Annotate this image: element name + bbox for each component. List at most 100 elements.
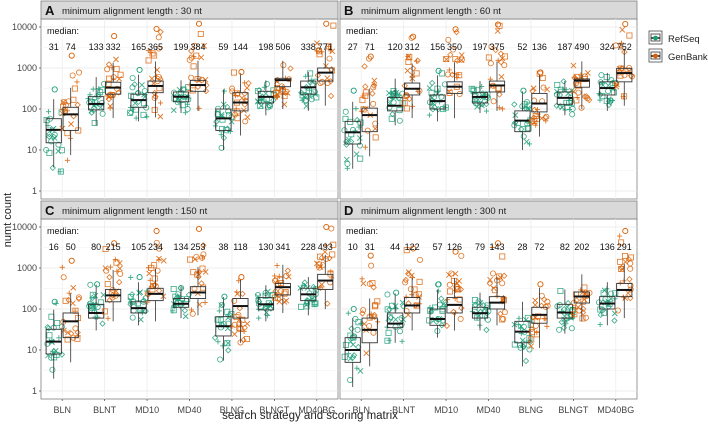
data-point-genbank: [65, 329, 71, 336]
data-point-refseq: [218, 132, 224, 138]
data-point-genbank: [370, 100, 377, 107]
data-point-genbank: [62, 297, 69, 304]
outlier-point: [153, 227, 160, 235]
data-point-genbank: [403, 247, 410, 254]
data-point-genbank: [458, 56, 465, 63]
data-point-genbank: [64, 157, 71, 163]
data-point-genbank: [369, 90, 376, 97]
data-point-genbank: [74, 79, 80, 85]
data-point-refseq: [98, 99, 105, 106]
box-genbank-md10: 234: [144, 227, 167, 322]
data-point-refseq: [218, 301, 225, 308]
data-point-genbank: [363, 350, 370, 357]
data-point-genbank: [155, 73, 162, 80]
box-refseq-blng: 52: [511, 42, 533, 150]
data-point-genbank: [192, 256, 198, 263]
data-point-refseq: [308, 96, 315, 103]
data-point-genbank: [530, 85, 537, 92]
data-point-refseq: [219, 126, 226, 133]
data-point-refseq: [128, 274, 134, 280]
median-label: 28: [517, 242, 527, 252]
median-label: 324: [600, 42, 615, 52]
data-point-genbank: [318, 281, 325, 288]
data-point-genbank: [409, 65, 417, 72]
data-point-genbank: [403, 308, 410, 315]
median-label: 215: [106, 242, 121, 252]
data-point-genbank: [116, 279, 123, 286]
data-point-genbank: [60, 274, 67, 281]
median-label: 291: [617, 242, 632, 252]
data-point-genbank: [327, 92, 335, 100]
median-label: 197: [472, 42, 487, 52]
data-point-genbank: [534, 329, 540, 336]
outlier-point: [350, 305, 357, 313]
data-point-refseq: [172, 293, 179, 300]
data-point-refseq: [225, 314, 232, 321]
data-point-genbank: [234, 108, 241, 115]
data-point-genbank: [496, 91, 503, 98]
data-point-genbank: [116, 265, 123, 272]
data-point-genbank: [371, 313, 378, 321]
data-point-genbank: [145, 265, 152, 271]
median-label: 126: [447, 242, 462, 252]
data-point-refseq: [557, 287, 564, 294]
data-point-refseq: [522, 357, 530, 365]
median-label: 144: [233, 42, 248, 52]
data-point-genbank: [195, 270, 202, 276]
y-tick-label: 1000: [17, 63, 37, 73]
outlier-point: [367, 53, 374, 60]
data-point-genbank: [235, 311, 242, 318]
x-tick-label: BLN: [53, 405, 71, 415]
data-point-genbank: [369, 280, 376, 287]
data-point-genbank: [452, 295, 458, 302]
y-tick-label: 10: [27, 345, 37, 355]
data-point-genbank: [324, 75, 331, 82]
data-point-genbank: [107, 264, 114, 270]
box-genbank-blnt: 332: [104, 33, 124, 119]
box-genbank-blngt: 341: [271, 242, 292, 313]
data-point-refseq: [397, 328, 404, 335]
data-point-refseq: [313, 94, 320, 101]
data-point-genbank: [69, 72, 76, 79]
data-point-genbank: [447, 51, 454, 58]
data-point-refseq: [483, 326, 490, 334]
data-point-genbank: [627, 294, 634, 302]
outlier-point: [452, 26, 459, 33]
data-point-genbank: [408, 34, 415, 41]
data-point-genbank: [575, 89, 582, 96]
box-genbank-blng: 144: [229, 42, 252, 136]
data-point-refseq: [517, 344, 524, 351]
data-point-refseq: [521, 340, 528, 347]
data-point-genbank: [149, 286, 156, 293]
data-point-genbank: [202, 269, 209, 275]
box-refseq-blnt: 44: [384, 242, 407, 344]
data-point-genbank: [322, 248, 328, 255]
data-point-refseq: [516, 315, 522, 321]
data-point-genbank: [402, 279, 409, 286]
median-header: median:: [346, 226, 378, 236]
data-point-refseq: [49, 164, 56, 172]
data-point-genbank: [574, 94, 580, 101]
data-point-genbank: [330, 22, 337, 29]
data-point-refseq: [385, 329, 392, 336]
data-point-genbank: [359, 276, 365, 282]
data-point-genbank: [614, 307, 621, 314]
median-label: 31: [365, 242, 375, 252]
data-point-genbank: [585, 96, 593, 104]
data-point-refseq: [215, 339, 221, 345]
x-tick-label: BLNGT: [558, 405, 589, 415]
box-refseq-blnt: 133: [85, 42, 108, 127]
data-point-genbank: [64, 336, 71, 343]
data-point-genbank: [570, 88, 577, 95]
data-point-genbank: [326, 255, 333, 262]
outlier-point: [435, 67, 442, 74]
data-point-refseq: [86, 303, 93, 310]
data-point-refseq: [566, 99, 573, 106]
data-point-refseq: [475, 298, 482, 305]
data-point-genbank: [149, 75, 155, 82]
data-point-refseq: [342, 341, 349, 348]
data-point-refseq: [428, 309, 434, 315]
median-label: 57: [433, 242, 443, 252]
box-refseq-md40bg: 324: [596, 42, 618, 111]
median-label: 202: [574, 242, 589, 252]
